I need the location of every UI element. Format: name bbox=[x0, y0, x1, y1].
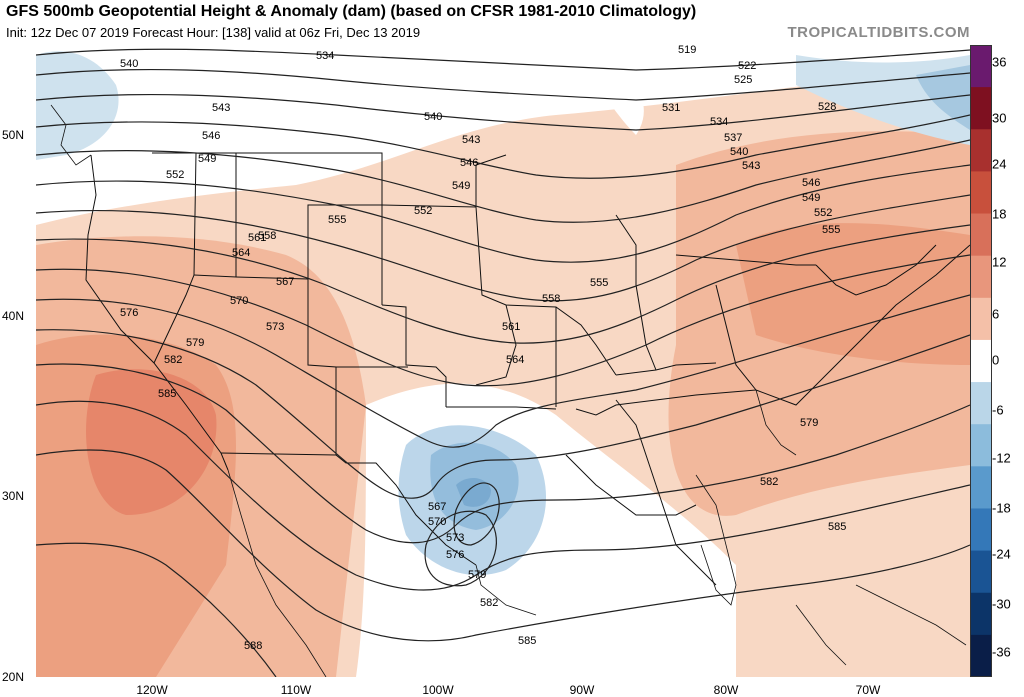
lon-label-110w: 110W bbox=[280, 683, 312, 697]
contour-label-540: 540 bbox=[120, 58, 138, 70]
colorbar-border bbox=[970, 45, 992, 677]
contour-label-552c: 552 bbox=[814, 207, 832, 219]
contour-label-567b: 567 bbox=[428, 501, 446, 513]
colorbar-label-neg12: -12 bbox=[992, 450, 1011, 466]
contour-label-588: 588 bbox=[244, 640, 262, 652]
contour-label-558: 558 bbox=[258, 230, 276, 242]
contour-label-552: 552 bbox=[166, 169, 184, 181]
anomaly-colorbar bbox=[970, 45, 992, 677]
weather-map: 519 522 525 528 531 534 534 537 540 540 … bbox=[36, 45, 970, 677]
lon-label-120w: 120W bbox=[136, 683, 168, 697]
lat-label-40n: 40N bbox=[2, 309, 25, 323]
contour-label-585: 585 bbox=[158, 388, 176, 400]
contour-label-564: 564 bbox=[232, 247, 250, 259]
contour-label-561: 561 bbox=[248, 232, 266, 244]
colorbar-label-neg30: -30 bbox=[992, 596, 1011, 612]
contour-label-546c: 546 bbox=[802, 177, 820, 189]
colorbar-swatch bbox=[970, 382, 992, 425]
map-title: GFS 500mb Geopotential Height & Anomaly … bbox=[6, 3, 697, 20]
lon-label-90w: 90W bbox=[569, 683, 595, 697]
contour-label-573b: 573 bbox=[446, 532, 464, 544]
contour-label-534b: 534 bbox=[710, 116, 728, 128]
contour-label-558b: 558 bbox=[542, 293, 560, 305]
colorbar-label-neg36: -36 bbox=[992, 644, 1011, 660]
contour-label-546: 546 bbox=[202, 130, 220, 142]
colorbar-swatch bbox=[970, 339, 992, 383]
contour-label-582b: 582 bbox=[480, 597, 498, 609]
colorbar-label-neg6: -6 bbox=[992, 402, 1004, 418]
contour-label-543: 543 bbox=[212, 102, 230, 114]
contour-label-537: 537 bbox=[724, 132, 742, 144]
colorbar-label-30: 30 bbox=[992, 110, 1007, 126]
contour-label-534: 534 bbox=[316, 50, 334, 62]
contour-label-543b: 543 bbox=[462, 134, 480, 146]
contour-label-555: 555 bbox=[328, 214, 346, 226]
colorbar-swatch bbox=[970, 424, 992, 467]
colorbar-swatch bbox=[970, 87, 992, 130]
contour-label-519: 519 bbox=[678, 45, 696, 56]
contour-label-561b: 561 bbox=[502, 321, 520, 333]
map-subtitle: Init: 12z Dec 07 2019 Forecast Hour: [13… bbox=[6, 25, 421, 40]
contour-label-579b: 579 bbox=[468, 569, 486, 581]
colorbar-swatch bbox=[970, 466, 992, 509]
contour-label-543c: 543 bbox=[742, 160, 760, 172]
colorbar-label-0: 0 bbox=[992, 352, 1000, 368]
contour-label-579c: 579 bbox=[800, 417, 818, 429]
contour-label-582c: 582 bbox=[760, 476, 778, 488]
contour-label-552b: 552 bbox=[414, 205, 432, 217]
contour-label-546b: 546 bbox=[460, 157, 478, 169]
colorbar-label-6: 6 bbox=[992, 306, 1000, 322]
colorbar-swatch bbox=[970, 592, 992, 636]
contour-label-573: 573 bbox=[266, 321, 284, 333]
colorbar-swatch bbox=[970, 45, 992, 88]
colorbar-swatch bbox=[970, 297, 992, 341]
contour-label-582: 582 bbox=[164, 354, 182, 366]
colorbar-label-neg18: -18 bbox=[992, 500, 1011, 516]
colorbar-label-12: 12 bbox=[992, 254, 1007, 270]
contour-label-576: 576 bbox=[120, 307, 138, 319]
lon-label-80w: 80W bbox=[713, 683, 739, 697]
colorbar-label-36: 36 bbox=[992, 54, 1007, 70]
colorbar-swatch bbox=[970, 255, 992, 299]
colorbar-label-neg24: -24 bbox=[992, 546, 1011, 562]
colorbar-swatch bbox=[970, 508, 992, 552]
contour-label-570: 570 bbox=[230, 295, 248, 307]
contour-label-549: 549 bbox=[198, 153, 216, 165]
contour-label-549c: 549 bbox=[802, 192, 820, 204]
lon-label-100w: 100W bbox=[422, 683, 454, 697]
colorbar-swatch bbox=[970, 550, 992, 594]
contour-label-567: 567 bbox=[276, 276, 294, 288]
lat-label-30n: 30N bbox=[2, 489, 25, 503]
lat-label-20n: 20N bbox=[2, 670, 25, 684]
contour-label-579: 579 bbox=[186, 337, 204, 349]
contour-label-540c: 540 bbox=[730, 146, 748, 158]
contour-label-576b: 576 bbox=[446, 549, 464, 561]
contour-label-531: 531 bbox=[662, 102, 680, 114]
colorbar-swatch bbox=[970, 129, 992, 172]
colorbar-swatch bbox=[970, 634, 992, 677]
contour-label-525: 525 bbox=[734, 74, 752, 86]
contour-label-585c: 585 bbox=[828, 521, 846, 533]
colorbar-swatch bbox=[970, 171, 992, 215]
contour-label-555c: 555 bbox=[822, 224, 840, 236]
lon-label-70w: 70W bbox=[855, 683, 881, 697]
site-credit: TROPICALTIDBITS.COM bbox=[787, 24, 970, 41]
contour-label-570b: 570 bbox=[428, 516, 446, 528]
colorbar-label-18: 18 bbox=[992, 206, 1007, 222]
contour-label-528: 528 bbox=[818, 101, 836, 113]
contour-label-564b: 564 bbox=[506, 354, 524, 366]
contour-label-585b: 585 bbox=[518, 635, 536, 647]
contour-label-540b: 540 bbox=[424, 111, 442, 123]
contour-label-555b: 555 bbox=[590, 277, 608, 289]
contour-label-522: 522 bbox=[738, 60, 756, 72]
contour-label-549b: 549 bbox=[452, 180, 470, 192]
colorbar-label-24: 24 bbox=[992, 156, 1007, 172]
colorbar-swatch bbox=[970, 213, 992, 257]
lat-label-50n: 50N bbox=[2, 128, 25, 142]
